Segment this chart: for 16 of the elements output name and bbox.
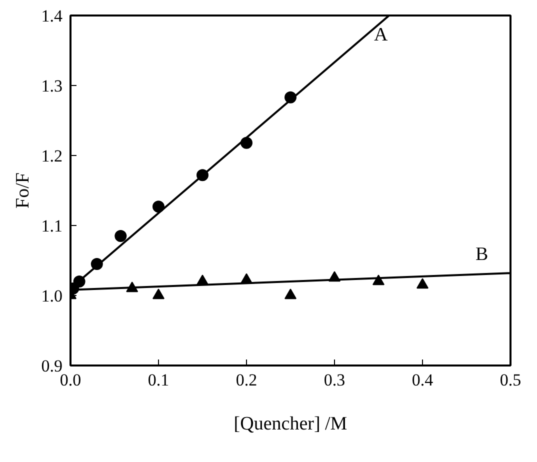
y-tick-label: 1.2 xyxy=(41,146,62,166)
x-tick-label: 0.3 xyxy=(324,370,346,390)
series-label: A xyxy=(374,24,388,46)
y-tick-label: 1.4 xyxy=(41,6,63,26)
series-label: B xyxy=(476,244,488,266)
y-tick-label: 0.9 xyxy=(41,356,62,376)
text: 1.0 xyxy=(41,286,62,306)
x-tick-label: 0.5 xyxy=(500,370,522,390)
y-tick-label: 1.3 xyxy=(41,76,62,96)
x-tick-label: 0.4 xyxy=(412,370,434,390)
y-tick-label: 1.1 xyxy=(41,216,62,236)
x-tick-label: 0.2 xyxy=(236,370,258,390)
x-tick-label: 0.1 xyxy=(148,370,170,390)
x-axis-title: [Quencher] /M xyxy=(234,414,348,434)
text: 0.0 xyxy=(60,370,82,390)
y-axis-title: Fo/F xyxy=(12,172,34,208)
